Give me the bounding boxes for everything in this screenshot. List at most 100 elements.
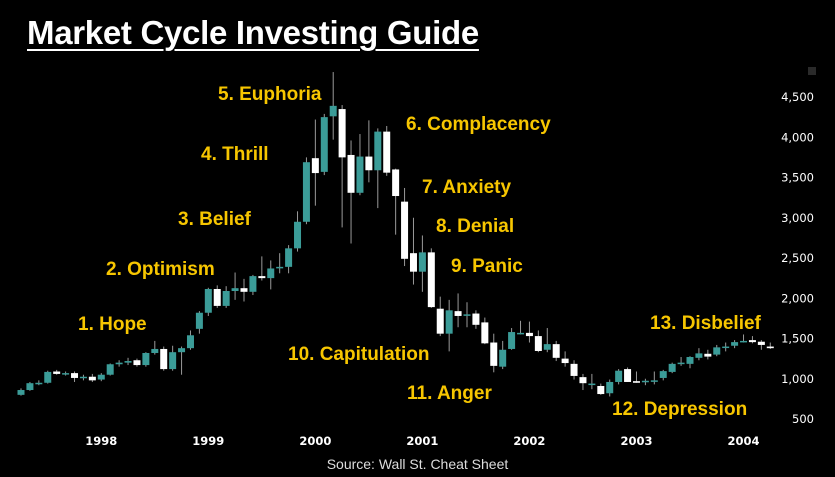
candle-body (597, 385, 605, 395)
candle (374, 128, 382, 209)
candle (508, 328, 516, 350)
candle (115, 360, 123, 367)
candle (686, 356, 694, 369)
candle-body (677, 362, 685, 365)
candle (454, 293, 462, 328)
candle (267, 260, 275, 290)
y-axis-ticks: 4,500 4,000 3,500 3,000 2,500 2,000 1,500 1,000… (781, 90, 814, 426)
candle (329, 72, 337, 140)
candle (445, 299, 453, 352)
candle (597, 383, 605, 395)
settings-square-icon (808, 67, 816, 75)
candle (383, 125, 391, 176)
candle-body (285, 248, 293, 267)
candle (302, 157, 310, 225)
candle-body (329, 105, 337, 117)
candle (294, 211, 302, 252)
candle (713, 344, 721, 357)
candle (151, 340, 159, 355)
candle (731, 340, 739, 349)
candle-body (472, 313, 480, 325)
candle (222, 286, 230, 308)
phase-label: 8. Denial (436, 216, 514, 237)
candle-body (668, 363, 676, 372)
candle-body (240, 288, 248, 292)
y-tick-label: 1,500 (781, 332, 814, 346)
candle (231, 272, 239, 300)
candles (17, 72, 774, 397)
candle (757, 340, 765, 350)
candle-body (356, 156, 364, 193)
candle (624, 367, 632, 382)
candle (740, 334, 748, 343)
phase-label: 7. Anxiety (422, 177, 511, 198)
phase-label: 10. Capitulation (288, 344, 429, 365)
candle-body (160, 348, 168, 370)
candle (427, 248, 435, 308)
candle (606, 379, 614, 397)
candle (195, 311, 203, 334)
x-tick-label: 1999 (192, 434, 224, 448)
candle (641, 378, 649, 386)
y-tick-label: 2,500 (781, 251, 814, 265)
candle (392, 168, 400, 235)
candle-body (71, 373, 79, 378)
candle-body (695, 353, 703, 358)
candle-body (204, 288, 212, 313)
candle-body (641, 380, 649, 383)
candle-body (392, 169, 400, 197)
phase-label: 2. Optimism (106, 259, 215, 280)
candle-body (62, 373, 70, 375)
candle-body (534, 336, 542, 351)
candle (17, 388, 25, 396)
candle (169, 345, 177, 371)
candle-body (552, 344, 560, 358)
candle-body (445, 310, 453, 334)
y-tick-label: 3,000 (781, 211, 814, 225)
candle (525, 321, 533, 343)
candle-body (615, 370, 623, 382)
candle (615, 369, 623, 385)
phase-annotations: 1. Hope 2. Optimism 3. Belief 4. Thrill 5. E… (78, 84, 762, 420)
candle (356, 134, 364, 196)
candle (186, 330, 194, 350)
phase-label: 5. Euphoria (218, 84, 322, 105)
candle (26, 381, 34, 391)
candle-body (338, 109, 346, 158)
candle-body (606, 381, 614, 394)
candle (588, 373, 596, 390)
phase-label: 13. Disbelief (650, 313, 762, 334)
phase-label: 12. Depression (612, 399, 747, 420)
candle (44, 370, 52, 384)
candle-body (231, 288, 239, 292)
candle-body (436, 308, 444, 334)
candle (695, 348, 703, 361)
candle (276, 253, 284, 274)
candle (499, 340, 507, 370)
candle (88, 373, 96, 382)
x-tick-label: 2001 (406, 434, 438, 448)
candle (436, 296, 444, 337)
candle (97, 373, 105, 382)
candle (79, 374, 87, 381)
candle-body (659, 371, 667, 378)
candle (142, 352, 150, 367)
phase-label: 6. Complacency (406, 114, 551, 135)
candle-body (525, 332, 533, 337)
candle (249, 274, 257, 296)
candle-body (115, 362, 123, 365)
candle (409, 217, 417, 285)
chart-title: Market Cycle Investing Guide (27, 14, 479, 51)
candle (490, 333, 498, 373)
x-axis-ticks: 1998 1999 2000 2001 2002 2003 2004 (85, 434, 759, 448)
candle (204, 287, 212, 316)
candle-body (133, 360, 141, 366)
candle-body (186, 335, 194, 349)
source-note: Source: Wall St. Cheat Sheet (326, 456, 509, 472)
candle-body (686, 357, 694, 364)
candle-body (418, 252, 426, 272)
candle-body (124, 361, 132, 363)
candle-body (169, 352, 177, 370)
phase-label: 11. Anger (407, 383, 492, 404)
